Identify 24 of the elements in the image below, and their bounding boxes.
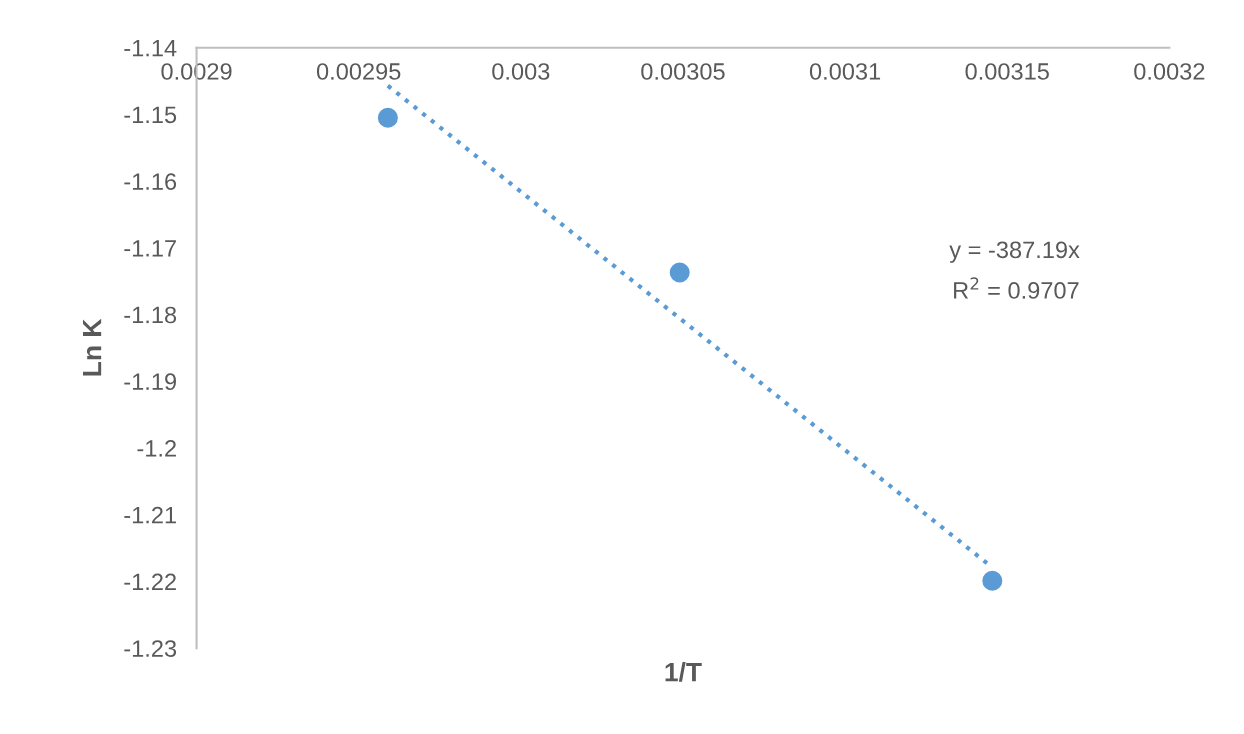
annotation: R$^{2}$ = 0.9707 [954,277,1079,299]
y-tick-label: -1.17 [124,240,176,257]
y-tick-label: -1.18 [124,306,177,324]
y-tick-label: -1.14 [124,40,177,57]
y-tick-label: -1.16 [124,173,177,190]
point [377,107,398,128]
y-tick-label: -1.15 [124,106,177,124]
x-tick-label: 0.0031 [809,63,881,80]
x-axis-title: 1/T [665,662,702,682]
y-tick-label: -1.22 [124,573,176,590]
x-tick-label: 0.00295 [316,63,401,80]
y-tick-label: -1.19 [124,373,176,391]
x-tick-label: 0.00315 [965,63,1049,80]
y-tick-label: -1.2 [137,440,176,457]
y-axis-title: Ln K [83,318,102,376]
x-tick-label: 0.0032 [1134,63,1205,80]
point [669,262,690,283]
point [982,570,1003,591]
y-tick-label: -1.21 [124,506,176,524]
x-tick-label: 0.00305 [641,63,725,80]
x-tick-label: 0.003 [492,63,550,80]
x-tick-label: 0.0029 [161,63,232,80]
y-tick-label: -1.23 [124,640,177,657]
annotation: y = -387.19x [949,241,1080,263]
